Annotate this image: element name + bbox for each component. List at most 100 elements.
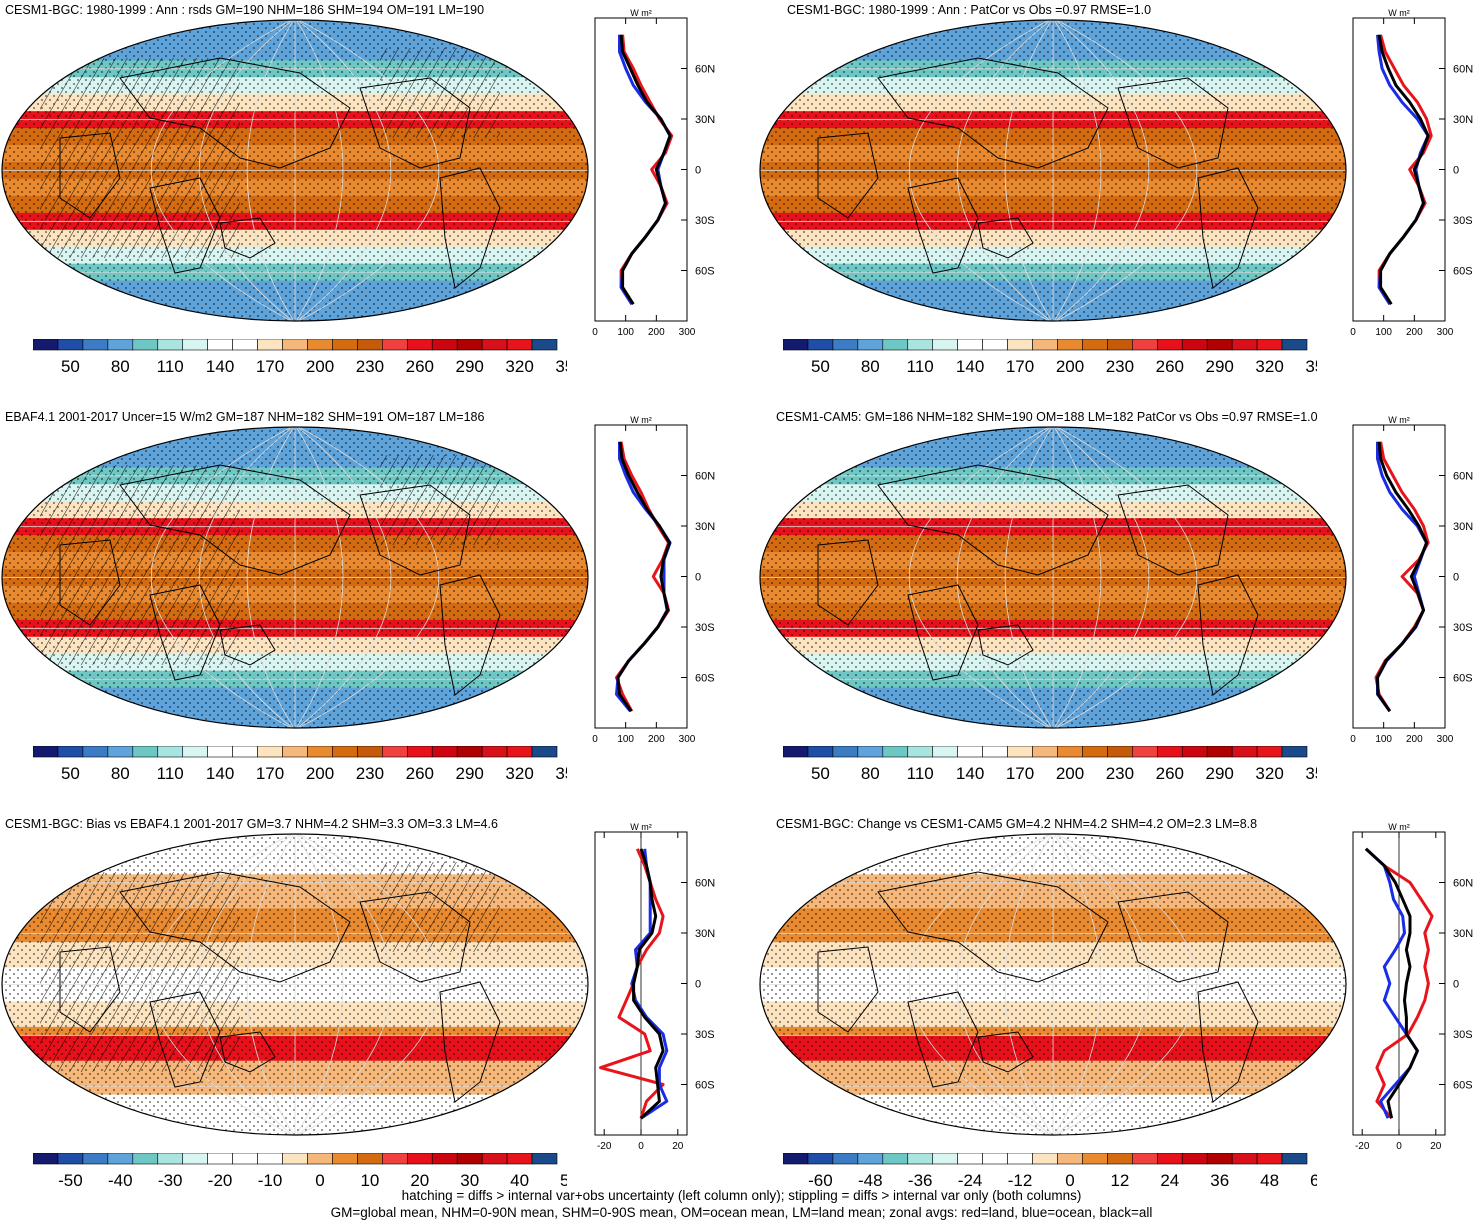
- colorbar-swatch: [1082, 339, 1108, 351]
- colorbar-swatch: [1032, 339, 1058, 351]
- colorbar-tick-label: 0: [315, 1171, 324, 1189]
- zonal-series-land: [1364, 847, 1434, 1120]
- colorbar-swatch: [456, 339, 483, 351]
- colorbar-swatch: [406, 339, 433, 351]
- colorbar-tick-label: 200: [306, 357, 334, 375]
- colorbar-tick-label: -12: [1008, 1171, 1033, 1189]
- colorbar-swatch: [882, 339, 909, 351]
- zonal-x-tick-label: 20: [1430, 1141, 1442, 1152]
- zonal-average-plot: W m² 0 100 200 300 60N 30N 0 30S 60S: [1350, 415, 1473, 745]
- colorbar-swatch: [1082, 1153, 1108, 1165]
- colorbar-swatch: [132, 1153, 159, 1165]
- zonal-x-tick-label: 100: [617, 327, 634, 338]
- colorbar-swatch: [1256, 339, 1283, 351]
- colorbar-swatch: [1107, 339, 1133, 351]
- zonal-lat-tick-label: 30N: [1453, 114, 1473, 126]
- zonal-x-tick-label: 200: [648, 734, 665, 745]
- colorbar-swatch: [1206, 339, 1233, 351]
- colorbar-swatch: [182, 339, 208, 351]
- colorbar-swatch: [132, 339, 159, 351]
- zonal-x-tick-label: 0: [1350, 734, 1356, 745]
- zonal-x-tick-label: 300: [679, 327, 696, 338]
- colorbar-swatch: [857, 746, 884, 758]
- colorbar-swatch: [33, 1153, 59, 1165]
- colorbar-tick-label: 200: [1056, 357, 1084, 375]
- zonal-x-tick-label: 200: [648, 327, 665, 338]
- colorbar-tick-label: 80: [861, 764, 880, 782]
- colorbar-swatch: [456, 746, 483, 758]
- colorbar-swatch: [382, 339, 408, 351]
- colorbar-tick-label: -36: [908, 1171, 933, 1189]
- zonal-series-all: [632, 848, 665, 1120]
- colorbar-swatch: [33, 339, 59, 351]
- zonal-lat-tick-label: 60N: [695, 471, 715, 483]
- colorbar-swatch: [1032, 1153, 1058, 1165]
- colorbar-swatch: [107, 1153, 134, 1165]
- colorbar-tick-label: 20: [410, 1171, 429, 1189]
- colorbar-swatch: [1281, 746, 1308, 758]
- colorbar-swatch: [406, 746, 433, 758]
- colorbar-tick-label: 140: [206, 764, 234, 782]
- panel-title: CESM1-BGC: 1980-1999 : Ann : PatCor vs O…: [787, 3, 1152, 17]
- colorbar-swatch: [357, 746, 383, 758]
- zonal-x-tick-label: 200: [1406, 327, 1423, 338]
- colorbar-swatch: [783, 1153, 809, 1165]
- colorbar-swatch: [406, 1153, 433, 1165]
- colorbar-tick-label: 80: [111, 764, 130, 782]
- colorbar-swatch: [1107, 1153, 1133, 1165]
- colorbar-swatch: [1107, 746, 1133, 758]
- colorbar-swatch: [481, 746, 508, 758]
- colorbar-tick-label: 290: [456, 764, 484, 782]
- colorbar-tick-label: 200: [306, 764, 334, 782]
- colorbar-swatch: [1231, 746, 1258, 758]
- zonal-x-tick-label: -20: [1355, 1141, 1370, 1152]
- colorbar-tick-label: 110: [907, 764, 934, 782]
- zonal-lat-tick-label: 0: [1453, 165, 1459, 177]
- zonal-x-tick-label: 0: [638, 1141, 644, 1152]
- colorbar-tick-label: 230: [356, 764, 384, 782]
- colorbar-swatch: [882, 746, 909, 758]
- colorbar-swatch: [506, 1153, 533, 1165]
- colorbar-swatch: [282, 339, 308, 351]
- colorbar-tick-label: 230: [1106, 357, 1134, 375]
- colorbar-swatch: [431, 339, 458, 351]
- zonal-plot-frame: [1352, 17, 1446, 322]
- zonal-lat-tick-label: 30N: [695, 521, 715, 533]
- colorbar-swatch: [907, 746, 934, 758]
- colorbar-swatch: [481, 1153, 508, 1165]
- zonal-x-tick-label: 200: [1406, 734, 1423, 745]
- colorbar-swatch: [431, 746, 458, 758]
- colorbar-swatch: [232, 1153, 258, 1165]
- global-map: [759, 833, 1347, 1136]
- colorbar-swatch: [33, 746, 59, 758]
- colorbar-swatch: [257, 1153, 283, 1165]
- zonal-x-tick-label: 0: [1396, 1141, 1402, 1152]
- colorbar-tick-label: 48: [1260, 1171, 1279, 1189]
- colorbar-tick-label: 80: [861, 357, 880, 375]
- colorbar-tick-label: 0: [1065, 1171, 1074, 1189]
- colorbar-swatch: [783, 339, 809, 351]
- colorbar-swatch: [282, 746, 308, 758]
- colorbar-tick-label: 350: [555, 357, 567, 375]
- colorbar-tick-label: 36: [1210, 1171, 1229, 1189]
- colorbar-swatch: [1007, 1153, 1033, 1165]
- colorbar-tick-label: 230: [356, 357, 384, 375]
- colorbar-tick-label: 200: [1056, 764, 1084, 782]
- colorbar: 50 80 110 140 170 200 230 260 290 320 350: [783, 339, 1317, 375]
- zonal-unit-label: W m²: [1388, 415, 1410, 425]
- colorbar-tick-label: 170: [256, 357, 284, 375]
- colorbar-swatch: [1206, 1153, 1233, 1165]
- zonal-lat-tick-label: 30N: [695, 928, 715, 940]
- zonal-lat-tick-label: 30S: [1453, 1029, 1473, 1041]
- zonal-lat-tick-label: 60S: [695, 673, 715, 685]
- colorbar-swatch: [1057, 746, 1083, 758]
- colorbar-swatch: [957, 1153, 983, 1165]
- colorbar-swatch: [1181, 339, 1208, 351]
- zonal-lat-tick-label: 60S: [1453, 1080, 1473, 1092]
- colorbar-swatch: [207, 746, 233, 758]
- colorbar-swatch: [932, 1153, 958, 1165]
- colorbar-tick-label: 50: [811, 764, 830, 782]
- colorbar-swatch: [982, 746, 1008, 758]
- zonal-lat-tick-label: 60S: [1453, 266, 1473, 278]
- zonal-lat-tick-label: 0: [1453, 979, 1459, 991]
